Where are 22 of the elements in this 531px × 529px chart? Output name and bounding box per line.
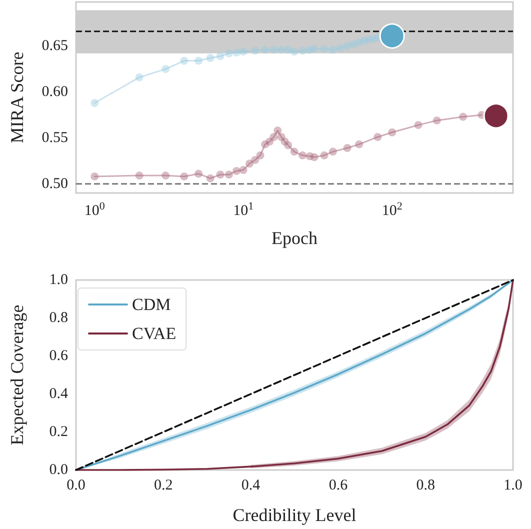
y-axis-title: Expected Coverage xyxy=(7,304,27,446)
y-tick-label: 0.65 xyxy=(42,38,68,54)
y-tick-label: 0.4 xyxy=(49,386,68,402)
x-tick-label: 0.0 xyxy=(66,478,86,494)
y-tick-label: 0.60 xyxy=(42,84,68,100)
y-axis-title: MIRA Score xyxy=(7,52,27,144)
x-tick-label: 0.4 xyxy=(241,478,261,494)
y-tick-label: 0.6 xyxy=(49,348,68,364)
y-tick-label: 0.50 xyxy=(42,176,68,192)
y-tick-label: 0.0 xyxy=(49,462,68,478)
legend-label: CDM xyxy=(132,295,171,314)
x-tick-label: 1.0 xyxy=(504,478,522,494)
legend-label: CVAE xyxy=(132,324,176,343)
y-tick-label: 0.8 xyxy=(49,310,68,326)
y-tick-label: 1.0 xyxy=(49,272,68,288)
x-tick-label: 0.8 xyxy=(416,478,435,494)
y-tick-label: 0.2 xyxy=(49,424,68,440)
y-tick-label: 0.55 xyxy=(42,130,68,146)
x-tick-label: 0.2 xyxy=(154,478,173,494)
x-tick-label: 0.6 xyxy=(328,478,348,494)
x-axis-title: Credibility Level xyxy=(232,505,356,525)
x-axis-title: Epoch xyxy=(272,228,318,248)
